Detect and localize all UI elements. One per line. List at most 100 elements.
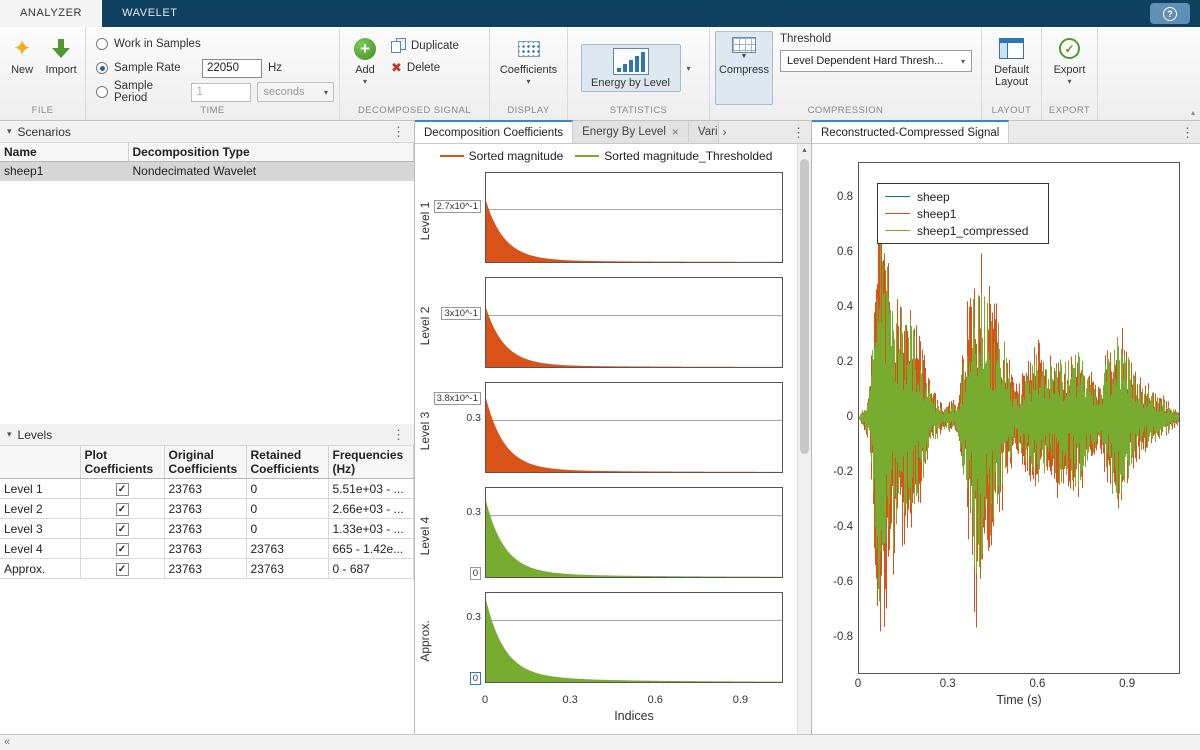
retained-coefficients: 23763 bbox=[246, 559, 328, 579]
retained-coefficients: 23763 bbox=[246, 539, 328, 559]
level-row[interactable]: Level 4✓2376323763665 - 1.42e... bbox=[0, 539, 414, 559]
scrollbar-thumb[interactable] bbox=[800, 159, 809, 454]
y-tick-text: 0 bbox=[470, 567, 481, 580]
y-tick-text: 0.3 bbox=[466, 611, 481, 623]
close-tab-icon[interactable]: × bbox=[672, 125, 679, 139]
coeff-subplot-level-2: Level 23x10^-1 bbox=[415, 273, 797, 378]
legend-line bbox=[885, 213, 910, 214]
plot-coefficients-checkbox[interactable]: ✓ bbox=[116, 543, 129, 556]
plot-coefficients-checkbox[interactable]: ✓ bbox=[116, 503, 129, 516]
import-button[interactable]: Import bbox=[42, 31, 80, 105]
plot-coefficients-checkbox[interactable]: ✓ bbox=[116, 563, 129, 576]
work-in-samples-option[interactable]: Work in Samples bbox=[96, 32, 334, 56]
legend-label: sheep bbox=[917, 190, 950, 204]
level-row[interactable]: Approx.✓23763237630 - 687 bbox=[0, 559, 414, 579]
retained-coefficients: 0 bbox=[246, 519, 328, 539]
legend-item: Sorted magnitude bbox=[440, 149, 564, 163]
coeff-panel-menu-icon[interactable]: ⋮ bbox=[790, 125, 807, 141]
tab-energy-by-level[interactable]: Energy By Level× bbox=[573, 121, 689, 143]
export-button[interactable]: ✓ Export ▾ bbox=[1047, 31, 1092, 105]
threshold-method-dropdown[interactable]: Level Dependent Hard Thresh... ▾ bbox=[780, 50, 972, 72]
level-row[interactable]: Level 1✓2376305.51e+03 - ... bbox=[0, 479, 414, 499]
scenarios-header: ▾ Scenarios ⋮ bbox=[0, 121, 414, 143]
plot-coefficients-cell: ✓ bbox=[80, 479, 164, 499]
energy-by-level-button[interactable]: Energy by Level bbox=[581, 44, 681, 92]
ribbon-section-decomposed-signal: + Add ▾ Duplicate ✖ Delete DECOMPOSED SI… bbox=[340, 27, 490, 120]
coeff-subplot-level-4: Level 40.30 bbox=[415, 483, 797, 588]
default-layout-button[interactable]: Default Layout bbox=[987, 31, 1036, 105]
level-row[interactable]: Level 2✓2376302.66e+03 - ... bbox=[0, 499, 414, 519]
tab-reconstructed-compressed-signal[interactable]: Reconstructed-Compressed Signal bbox=[812, 120, 1009, 143]
scenarios-collapse-icon[interactable]: ▾ bbox=[7, 126, 12, 137]
y-tick-label: -0.6 bbox=[812, 576, 853, 588]
export-icon: ✓ bbox=[1059, 38, 1080, 59]
legend-line bbox=[440, 155, 464, 157]
frequencies: 0 - 687 bbox=[328, 559, 414, 579]
coefficients-icon bbox=[518, 41, 540, 57]
section-label-statistics: STATISTICS bbox=[568, 105, 709, 120]
scenarios-table: NameDecomposition Type sheep1Nondecimate… bbox=[0, 143, 414, 181]
threshold-label: Threshold bbox=[780, 33, 972, 45]
default-layout-label: Default Layout bbox=[990, 64, 1033, 88]
frequencies: 5.51e+03 - ... bbox=[328, 479, 414, 499]
coefficients-dropdown-icon: ▾ bbox=[526, 78, 530, 85]
x-tick-label: 0.6 bbox=[648, 694, 663, 706]
level-name: Level 4 bbox=[0, 539, 80, 559]
collapse-ribbon-icon[interactable]: ▴ bbox=[1191, 108, 1195, 117]
tab-decomposition-coefficients[interactable]: Decomposition Coefficients bbox=[415, 120, 573, 143]
tab-vari[interactable]: Vari bbox=[689, 121, 719, 143]
y-tick-text: 0 bbox=[470, 672, 481, 685]
sample-period-option[interactable]: Sample Period seconds ▾ bbox=[96, 80, 334, 104]
plot-coefficients-cell: ✓ bbox=[80, 559, 164, 579]
scenarios-title: Scenarios bbox=[18, 125, 71, 139]
section-label-export: EXPORT bbox=[1042, 105, 1097, 120]
scenario-row[interactable]: sheep1Nondecimated Wavelet bbox=[0, 162, 414, 181]
subplot-canvas bbox=[486, 278, 782, 367]
level-row[interactable]: Level 3✓2376301.33e+03 - ... bbox=[0, 519, 414, 539]
coefficients-legend: Sorted magnitude Sorted magnitude_Thresho… bbox=[415, 144, 797, 168]
signal-xlabel: Time (s) bbox=[858, 693, 1180, 707]
ribbon-section-statistics: Energy by Level ▾ STATISTICS bbox=[568, 27, 710, 120]
legend-label: Sorted magnitude bbox=[469, 149, 564, 163]
new-button[interactable]: ✦ New bbox=[5, 31, 39, 105]
export-dropdown-icon: ▾ bbox=[1067, 78, 1071, 85]
coeff-subplot-approx-: Approx.0.30 bbox=[415, 588, 797, 693]
scenarios-menu-icon[interactable]: ⋮ bbox=[390, 124, 407, 140]
sample-period-radio[interactable] bbox=[96, 86, 108, 98]
compress-button[interactable]: ▼ Compress bbox=[715, 31, 773, 105]
sample-rate-option[interactable]: Sample Rate Hz bbox=[96, 56, 334, 80]
help-button[interactable]: ? bbox=[1150, 3, 1190, 24]
section-label-time: TIME bbox=[86, 105, 339, 120]
duplicate-button[interactable]: Duplicate bbox=[388, 37, 462, 54]
levels-menu-icon[interactable]: ⋮ bbox=[390, 427, 407, 443]
section-label-compression: COMPRESSION bbox=[710, 105, 981, 120]
sample-rate-radio[interactable] bbox=[96, 62, 108, 74]
original-coefficients: 23763 bbox=[164, 519, 246, 539]
tab-wavelet[interactable]: WAVELET bbox=[102, 0, 198, 27]
delete-button[interactable]: ✖ Delete bbox=[388, 60, 462, 75]
column-header: Frequencies (Hz) bbox=[328, 446, 414, 479]
subplot-canvas bbox=[486, 488, 782, 577]
sample-rate-input[interactable] bbox=[202, 59, 262, 78]
subplot-axes bbox=[485, 172, 783, 263]
x-tick-label: 0.9 bbox=[1119, 678, 1135, 690]
subplot-canvas bbox=[486, 593, 782, 682]
energy-by-level-dropdown[interactable]: ▾ bbox=[681, 36, 697, 100]
tab-analyzer[interactable]: ANALYZER bbox=[0, 0, 102, 27]
vertical-scrollbar[interactable]: ▲ bbox=[797, 144, 811, 734]
column-header: Plot Coefficients bbox=[80, 446, 164, 479]
signal-panel-menu-icon[interactable]: ⋮ bbox=[1179, 125, 1196, 141]
work-in-samples-radio[interactable] bbox=[96, 38, 108, 50]
x-tick-label: 0.6 bbox=[1029, 678, 1045, 690]
coefficients-tab-bar: Decomposition CoefficientsEnergy By Leve… bbox=[415, 121, 811, 144]
plot-coefficients-checkbox[interactable]: ✓ bbox=[116, 483, 129, 496]
restore-panel-icon[interactable]: « bbox=[4, 737, 10, 748]
scrollbar-up-icon[interactable]: ▲ bbox=[798, 144, 811, 158]
legend-label: Sorted magnitude_Thresholded bbox=[604, 149, 772, 163]
plot-coefficients-checkbox[interactable]: ✓ bbox=[116, 523, 129, 536]
levels-collapse-icon[interactable]: ▾ bbox=[7, 429, 12, 440]
coefficients-button[interactable]: Coefficients ▾ bbox=[495, 31, 562, 105]
add-button[interactable]: + Add ▾ bbox=[345, 31, 385, 105]
tab-overflow-icon[interactable]: › bbox=[719, 125, 731, 139]
column-header bbox=[0, 446, 80, 479]
